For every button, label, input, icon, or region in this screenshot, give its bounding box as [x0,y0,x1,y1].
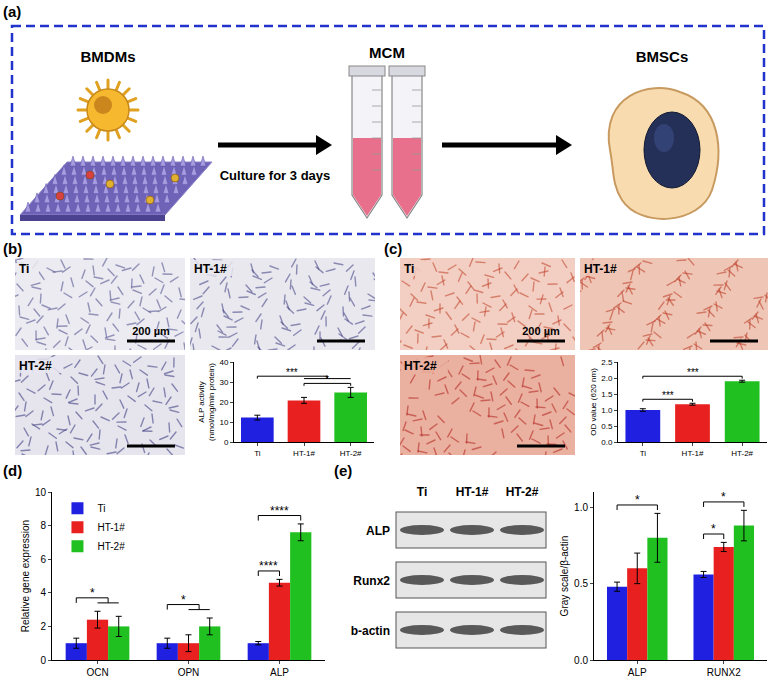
svg-text:Runx2: Runx2 [353,574,390,588]
svg-text:b-actin: b-actin [351,624,390,638]
svg-text:OD value (620 nm): OD value (620 nm) [589,368,598,436]
svg-text:OPN: OPN [178,667,200,678]
svg-text:ALP activity(nmol/mg/min prote: ALP activity(nmol/mg/min protein) [197,363,216,441]
svg-text:Ti: Ti [254,449,261,458]
svg-text:BMSCs: BMSCs [636,48,689,65]
svg-text:Ti: Ti [19,262,29,276]
svg-text:ALP: ALP [270,667,289,678]
svg-text:HT-2#: HT-2# [97,541,125,552]
svg-text:1.0: 1.0 [574,502,588,513]
svg-text:8: 8 [40,520,46,531]
svg-text:****: **** [270,504,289,518]
svg-text:*: * [90,586,95,600]
svg-text:10: 10 [219,418,228,427]
svg-text:RUNX2: RUNX2 [707,667,741,678]
svg-text:*: * [181,593,186,607]
svg-text:HT-1#: HT-1# [194,262,227,276]
svg-text:***: *** [662,390,674,401]
svg-text:6: 6 [40,554,46,565]
svg-text:BMDMs: BMDMs [81,48,136,65]
svg-text:HT-1#: HT-1# [456,485,489,499]
svg-text:Ti: Ti [97,503,105,514]
svg-text:Ti: Ti [417,485,427,499]
svg-text:HT-2#: HT-2# [19,359,52,373]
svg-text:ALP: ALP [628,667,647,678]
svg-text:*: * [721,490,726,504]
svg-text:HT-1#: HT-1# [584,262,617,276]
svg-text:HT-1#: HT-1# [293,449,315,458]
svg-text:HT-1#: HT-1# [682,449,704,458]
svg-text:(c): (c) [384,240,402,257]
svg-text:2: 2 [40,621,46,632]
svg-text:20: 20 [219,398,228,407]
svg-text:****: **** [259,559,278,573]
svg-text:Culture for 3 days: Culture for 3 days [220,168,331,183]
svg-text:0.5: 0.5 [574,578,588,589]
svg-text:ALP: ALP [366,524,390,538]
svg-text:HT-2#: HT-2# [506,485,539,499]
svg-text:200 µm: 200 µm [132,325,170,337]
svg-text:4: 4 [40,587,46,598]
svg-text:200 µm: 200 µm [522,325,560,337]
svg-text:Ti: Ti [404,262,414,276]
svg-text:30: 30 [219,378,228,387]
svg-text:Gray scale/β-actin: Gray scale/β-actin [559,536,570,617]
svg-text:0: 0 [40,655,46,666]
svg-text:10: 10 [35,487,47,498]
svg-text:(e): (e) [334,462,352,479]
svg-text:(d): (d) [3,462,22,479]
svg-text:***: *** [286,367,298,378]
svg-text:*: * [325,374,329,385]
svg-text:Ti: Ti [640,449,647,458]
svg-text:MCM: MCM [369,44,405,61]
svg-text:HT-2#: HT-2# [340,449,362,458]
svg-text:2.5: 2.5 [601,358,613,367]
svg-text:HT-2#: HT-2# [731,449,753,458]
svg-text:0: 0 [224,438,229,447]
svg-text:HT-2#: HT-2# [404,359,437,373]
svg-text:1.0: 1.0 [601,406,613,415]
svg-text:Relative gene expression: Relative gene expression [20,520,31,632]
svg-text:0.5: 0.5 [601,422,613,431]
svg-text:*: * [711,522,716,536]
svg-text:40: 40 [219,358,228,367]
svg-text:2.0: 2.0 [601,374,613,383]
svg-text:1.5: 1.5 [601,390,613,399]
svg-text:0.0: 0.0 [601,438,613,447]
svg-text:0.0: 0.0 [574,655,588,666]
svg-text:*: * [635,493,640,507]
svg-text:HT-1#: HT-1# [97,522,125,533]
svg-text:(b): (b) [3,240,22,257]
svg-text:OCN: OCN [86,667,108,678]
svg-text:***: *** [687,367,699,378]
svg-text:(a): (a) [3,3,21,20]
